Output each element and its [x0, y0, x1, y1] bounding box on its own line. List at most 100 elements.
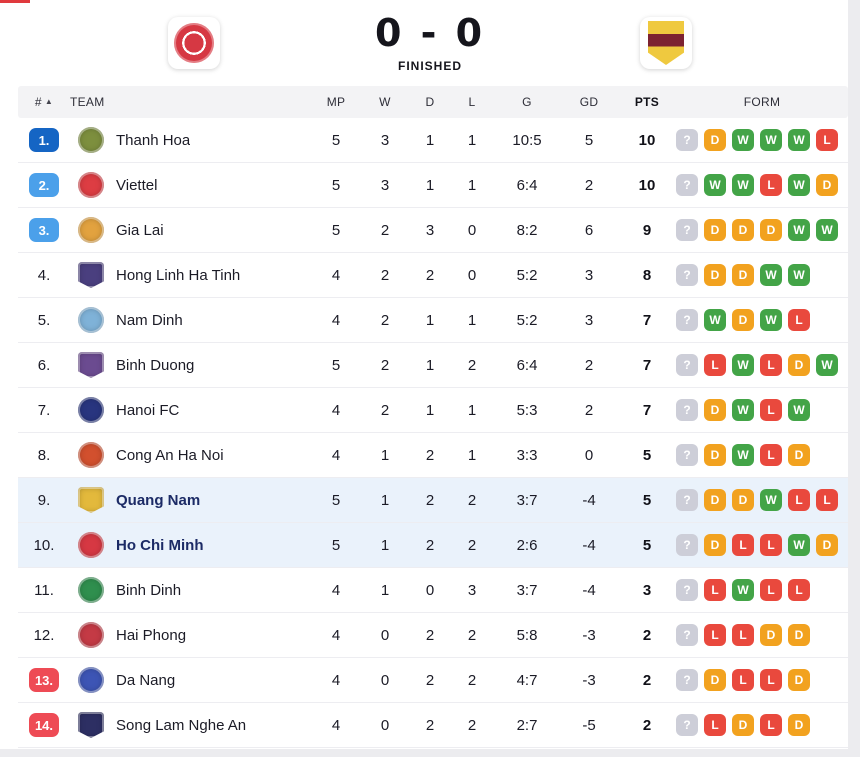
header-wins[interactable]: W — [379, 95, 391, 109]
form-badge[interactable]: D — [732, 714, 754, 736]
form-badge[interactable]: L — [816, 129, 838, 151]
form-badge[interactable]: D — [788, 714, 810, 736]
form-badge[interactable]: D — [704, 444, 726, 466]
form-badge[interactable]: ? — [676, 219, 698, 241]
form-badge[interactable]: W — [732, 579, 754, 601]
form-badge[interactable]: W — [760, 489, 782, 511]
team-name[interactable]: Binh Duong — [116, 356, 195, 374]
table-row[interactable]: 6. Binh Duong 5 2 1 2 6:4 2 7 ? L W L D W — [18, 343, 848, 388]
form-badge[interactable]: D — [760, 624, 782, 646]
form-badge[interactable]: ? — [676, 354, 698, 376]
form-badge[interactable]: L — [788, 489, 810, 511]
form-badge[interactable]: ? — [676, 174, 698, 196]
header-losses[interactable]: L — [468, 95, 476, 109]
team-name[interactable]: Da Nang — [116, 671, 176, 689]
header-goals[interactable]: G — [522, 95, 532, 109]
form-badge[interactable]: W — [704, 309, 726, 331]
form-badge[interactable]: W — [788, 219, 810, 241]
form-badge[interactable]: L — [760, 444, 782, 466]
form-badge[interactable]: L — [788, 309, 810, 331]
form-badge[interactable]: L — [732, 624, 754, 646]
table-row[interactable]: 13. Da Nang 4 0 2 2 4:7 -3 2 ? D L L D — [18, 658, 848, 703]
form-badge[interactable]: D — [704, 489, 726, 511]
table-row[interactable]: 11. Binh Dinh 4 1 0 3 3:7 -4 3 ? L W L L — [18, 568, 848, 613]
header-matches-played[interactable]: MP — [326, 95, 346, 109]
team-name[interactable]: Gia Lai — [116, 221, 164, 239]
form-badge[interactable]: W — [788, 264, 810, 286]
form-badge[interactable]: ? — [676, 624, 698, 646]
table-row[interactable]: 4. Hong Linh Ha Tinh 4 2 2 0 5:2 3 8 ? D D… — [18, 253, 848, 298]
team-name[interactable]: Quang Nam — [116, 491, 201, 509]
form-badge[interactable]: W — [760, 264, 782, 286]
form-badge[interactable]: L — [760, 534, 782, 556]
team-name[interactable]: Ho Chi Minh — [116, 536, 204, 554]
team-name[interactable]: Song Lam Nghe An — [116, 716, 247, 734]
form-badge[interactable]: W — [732, 354, 754, 376]
form-badge[interactable]: L — [760, 714, 782, 736]
form-badge[interactable]: ? — [676, 669, 698, 691]
table-row[interactable]: 8. Cong An Ha Noi 4 1 2 1 3:3 0 5 ? D W L D — [18, 433, 848, 478]
form-badge[interactable]: L — [732, 669, 754, 691]
form-badge[interactable]: W — [732, 444, 754, 466]
form-badge[interactable]: L — [704, 624, 726, 646]
form-badge[interactable]: ? — [676, 129, 698, 151]
form-badge[interactable]: ? — [676, 399, 698, 421]
form-badge[interactable]: ? — [676, 489, 698, 511]
form-badge[interactable]: ? — [676, 534, 698, 556]
form-badge[interactable]: D — [816, 174, 838, 196]
form-badge[interactable]: W — [760, 309, 782, 331]
table-row[interactable]: 9. Quang Nam 5 1 2 2 3:7 -4 5 ? D D W L L — [18, 478, 848, 523]
form-badge[interactable]: L — [704, 354, 726, 376]
form-badge[interactable]: L — [760, 174, 782, 196]
table-row[interactable]: 10. Ho Chi Minh 5 1 2 2 2:6 -4 5 ? D L L W D — [18, 523, 848, 568]
table-row[interactable]: 2. Viettel 5 3 1 1 6:4 2 10 ? W W L W D — [18, 163, 848, 208]
away-team-logo[interactable] — [640, 17, 692, 69]
form-badge[interactable]: W — [732, 399, 754, 421]
form-badge[interactable]: L — [760, 399, 782, 421]
form-badge[interactable]: D — [732, 264, 754, 286]
form-badge[interactable]: W — [816, 219, 838, 241]
form-badge[interactable]: W — [704, 174, 726, 196]
table-row[interactable]: 5. Nam Dinh 4 2 1 1 5:2 3 7 ? W D W L — [18, 298, 848, 343]
table-row[interactable]: 1. Thanh Hoa 5 3 1 1 10:5 5 10 ? D W W W L — [18, 118, 848, 163]
form-badge[interactable]: D — [788, 624, 810, 646]
form-badge[interactable]: D — [732, 309, 754, 331]
form-badge[interactable]: L — [704, 714, 726, 736]
form-badge[interactable]: W — [816, 354, 838, 376]
header-position[interactable]: # ▲ — [18, 95, 70, 109]
form-badge[interactable]: ? — [676, 444, 698, 466]
team-name[interactable]: Binh Dinh — [116, 581, 182, 599]
form-badge[interactable]: ? — [676, 309, 698, 331]
form-badge[interactable]: ? — [676, 714, 698, 736]
form-badge[interactable]: W — [732, 174, 754, 196]
form-badge[interactable]: D — [788, 354, 810, 376]
team-name[interactable]: Cong An Ha Noi — [116, 446, 224, 464]
form-badge[interactable]: L — [704, 579, 726, 601]
form-badge[interactable]: D — [760, 219, 782, 241]
form-badge[interactable]: D — [732, 489, 754, 511]
table-row[interactable]: 3. Gia Lai 5 2 3 0 8:2 6 9 ? D D D W W — [18, 208, 848, 253]
team-name[interactable]: Viettel — [116, 176, 158, 194]
form-badge[interactable]: W — [732, 129, 754, 151]
form-badge[interactable]: D — [704, 129, 726, 151]
form-badge[interactable]: D — [704, 669, 726, 691]
form-badge[interactable]: W — [760, 129, 782, 151]
form-badge[interactable]: L — [816, 489, 838, 511]
form-badge[interactable]: W — [788, 174, 810, 196]
team-name[interactable]: Nam Dinh — [116, 311, 183, 329]
header-points[interactable]: PTS — [634, 95, 660, 109]
header-draws[interactable]: D — [425, 95, 435, 109]
table-row[interactable]: 12. Hai Phong 4 0 2 2 5:8 -3 2 ? L L D D — [18, 613, 848, 658]
form-badge[interactable]: D — [788, 444, 810, 466]
form-badge[interactable]: D — [704, 534, 726, 556]
form-badge[interactable]: W — [788, 534, 810, 556]
table-row[interactable]: 14. Song Lam Nghe An 4 0 2 2 2:7 -5 2 ? L… — [18, 703, 848, 748]
form-badge[interactable]: D — [704, 264, 726, 286]
form-badge[interactable]: L — [760, 669, 782, 691]
home-team-logo[interactable] — [168, 17, 220, 69]
form-badge[interactable]: D — [788, 669, 810, 691]
form-badge[interactable]: D — [704, 399, 726, 421]
team-name[interactable]: Hai Phong — [116, 626, 187, 644]
form-badge[interactable]: L — [732, 534, 754, 556]
form-badge[interactable]: ? — [676, 264, 698, 286]
